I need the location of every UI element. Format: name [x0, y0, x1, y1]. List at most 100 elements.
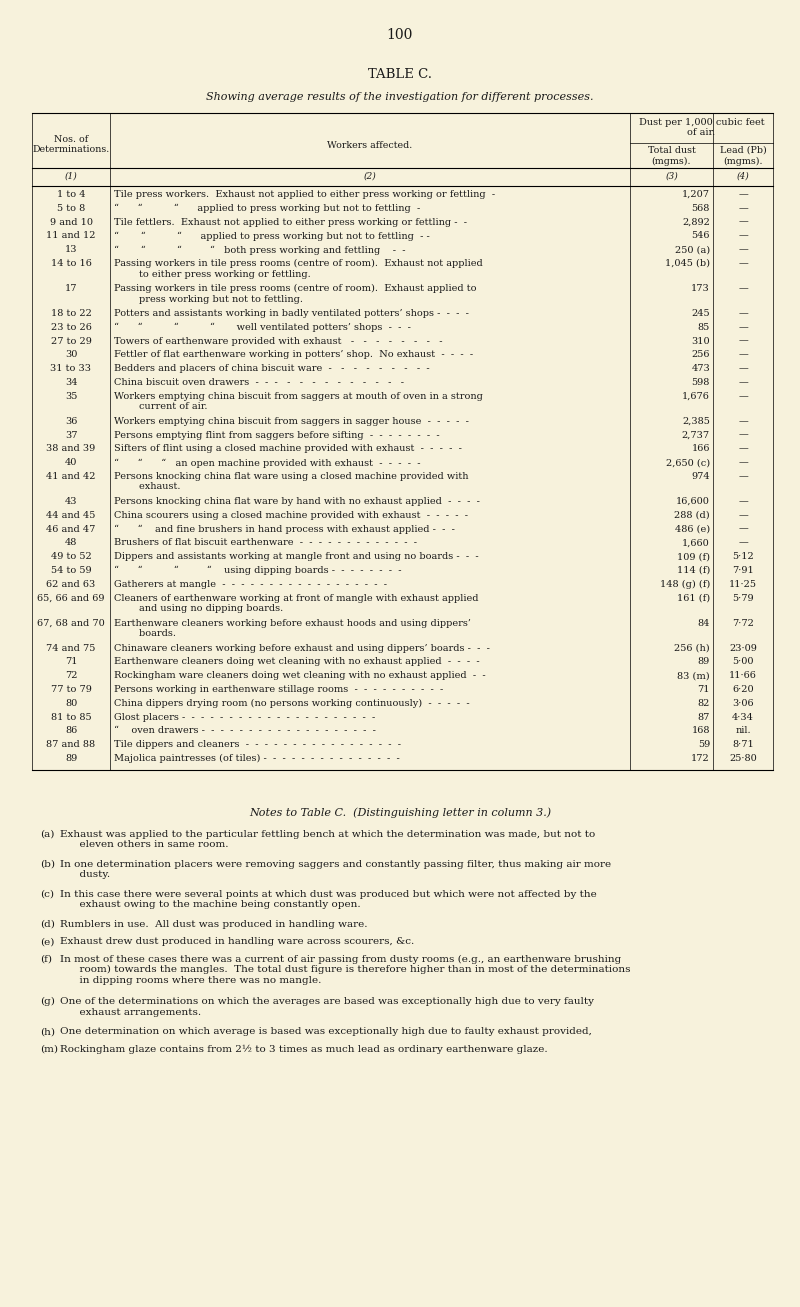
Text: In this case there were several points at which dust was produced but which were: In this case there were several points a… — [60, 890, 597, 910]
Text: Fettler of flat earthenware working in potters’ shop.  No exhaust  -  -  -  -: Fettler of flat earthenware working in p… — [114, 350, 473, 359]
Text: 37: 37 — [65, 430, 78, 439]
Text: One determination on which average is based was exceptionally high due to faulty: One determination on which average is ba… — [60, 1027, 592, 1036]
Text: 172: 172 — [691, 754, 710, 763]
Text: 568: 568 — [692, 204, 710, 213]
Text: 250 (a): 250 (a) — [675, 246, 710, 254]
Text: 65, 66 and 69: 65, 66 and 69 — [38, 593, 105, 603]
Text: “      “          “          “       well ventilated potters’ shops  -  -  -: “ “ “ “ well ventilated potters’ shops -… — [114, 323, 411, 332]
Text: Exhaust was applied to the particular fettling bench at which the determination : Exhaust was applied to the particular fe… — [60, 830, 595, 850]
Text: 1,207: 1,207 — [682, 190, 710, 199]
Text: Sifters of flint using a closed machine provided with exhaust  -  -  -  -  -: Sifters of flint using a closed machine … — [114, 444, 462, 454]
Text: 11 and 12: 11 and 12 — [46, 231, 96, 240]
Text: Notes to Table C.  (Distinguishing letter in column 3.): Notes to Table C. (Distinguishing letter… — [249, 808, 551, 818]
Text: 14 to 16: 14 to 16 — [50, 259, 91, 268]
Text: 31 to 33: 31 to 33 — [50, 365, 91, 374]
Text: (f): (f) — [40, 955, 52, 963]
Text: —: — — [738, 365, 748, 374]
Text: Total dust
(mgms).: Total dust (mgms). — [648, 146, 695, 166]
Text: 473: 473 — [691, 365, 710, 374]
Text: (g): (g) — [40, 997, 55, 1006]
Text: (h): (h) — [40, 1027, 55, 1036]
Text: 5 to 8: 5 to 8 — [57, 204, 85, 213]
Text: Workers emptying china biscuit from saggers in sagger house  -  -  -  -  -: Workers emptying china biscuit from sagg… — [114, 417, 469, 426]
Text: 3·06: 3·06 — [732, 699, 754, 708]
Text: —: — — [738, 444, 748, 454]
Text: 166: 166 — [691, 444, 710, 454]
Text: Nos. of
Determinations.: Nos. of Determinations. — [32, 135, 110, 154]
Text: 89: 89 — [698, 657, 710, 667]
Text: 5·79: 5·79 — [732, 593, 754, 603]
Text: China biscuit oven drawers  -  -  -   -   -   -   -   -   -   -   -   -   -: China biscuit oven drawers - - - - - - -… — [114, 378, 404, 387]
Text: In one determination placers were removing saggers and constantly passing filter: In one determination placers were removi… — [60, 860, 611, 880]
Text: 1,045 (b): 1,045 (b) — [665, 259, 710, 268]
Text: 23 to 26: 23 to 26 — [50, 323, 91, 332]
Text: 80: 80 — [65, 699, 77, 708]
Text: —: — — [738, 246, 748, 254]
Text: —: — — [738, 392, 748, 401]
Text: Towers of earthenware provided with exhaust   -   -   -   -   -   -   -   -: Towers of earthenware provided with exha… — [114, 337, 442, 345]
Text: “      “          “      applied to press working but not to fettling  -: “ “ “ applied to press working but not t… — [114, 204, 420, 213]
Text: —: — — [738, 231, 748, 240]
Text: Gatherers at mangle  -  -  -  -  -  -  -  -  -  -  -  -  -  -  -  -  -  -: Gatherers at mangle - - - - - - - - - - … — [114, 580, 387, 588]
Text: “    oven drawers -  -  -  -  -  -  -  -  -  -  -  -  -  -  -  -  -  -  -: “ oven drawers - - - - - - - - - - - - -… — [114, 727, 376, 736]
Text: (c): (c) — [40, 890, 54, 899]
Text: —: — — [738, 459, 748, 467]
Text: 87: 87 — [698, 712, 710, 721]
Text: —: — — [738, 472, 748, 481]
Text: 77 to 79: 77 to 79 — [50, 685, 91, 694]
Text: Majolica paintresses (of tiles) -  -  -  -  -  -  -  -  -  -  -  -  -  -  -: Majolica paintresses (of tiles) - - - - … — [114, 754, 400, 763]
Text: 1,660: 1,660 — [682, 538, 710, 548]
Text: China scourers using a closed machine provided with exhaust  -  -  -  -  -: China scourers using a closed machine pr… — [114, 511, 468, 520]
Text: Dippers and assistants working at mangle front and using no boards -  -  -: Dippers and assistants working at mangle… — [114, 552, 478, 561]
Text: Persons working in earthenware stillage rooms  -  -  -  -  -  -  -  -  -  -: Persons working in earthenware stillage … — [114, 685, 443, 694]
Text: Workers affected.: Workers affected. — [327, 141, 413, 150]
Text: 34: 34 — [65, 378, 78, 387]
Text: 54 to 59: 54 to 59 — [50, 566, 91, 575]
Text: China dippers drying room (no persons working continuously)  -  -  -  -  -: China dippers drying room (no persons wo… — [114, 699, 470, 708]
Text: 71: 71 — [698, 685, 710, 694]
Text: 30: 30 — [65, 350, 77, 359]
Text: Rumblers in use.  All dust was produced in handling ware.: Rumblers in use. All dust was produced i… — [60, 920, 367, 929]
Text: 288 (d): 288 (d) — [674, 511, 710, 520]
Text: 13: 13 — [65, 246, 78, 254]
Text: 114 (f): 114 (f) — [677, 566, 710, 575]
Text: (4): (4) — [737, 173, 750, 180]
Text: Chinaware cleaners working before exhaust and using dippers’ boards -  -  -: Chinaware cleaners working before exhaus… — [114, 643, 490, 652]
Text: Potters and assistants working in badly ventilated potters’ shops -  -  -  -: Potters and assistants working in badly … — [114, 308, 469, 318]
Text: —: — — [738, 190, 748, 199]
Text: —: — — [738, 284, 748, 293]
Text: Tile fettlers.  Exhaust not applied to either press working or fettling -  -: Tile fettlers. Exhaust not applied to ei… — [114, 217, 467, 226]
Text: 256 (h): 256 (h) — [674, 643, 710, 652]
Text: 27 to 29: 27 to 29 — [50, 337, 91, 345]
Text: 85: 85 — [698, 323, 710, 332]
Text: 2,650 (c): 2,650 (c) — [666, 459, 710, 467]
Text: 974: 974 — [691, 472, 710, 481]
Text: In most of these cases there was a current of air passing from dusty rooms (e.g.: In most of these cases there was a curre… — [60, 955, 630, 985]
Text: Dust per 1,000 cubic feet
of air.: Dust per 1,000 cubic feet of air. — [638, 118, 764, 137]
Text: Cleaners of earthenware working at front of mangle with exhaust applied
        : Cleaners of earthenware working at front… — [114, 593, 478, 613]
Text: (b): (b) — [40, 860, 55, 869]
Text: Persons emptying flint from saggers before sifting  -  -  -  -  -  -  -  -: Persons emptying flint from saggers befo… — [114, 430, 440, 439]
Text: 173: 173 — [691, 284, 710, 293]
Text: Lead (Pb)
(mgms).: Lead (Pb) (mgms). — [720, 146, 766, 166]
Text: 2,737: 2,737 — [682, 430, 710, 439]
Text: (2): (2) — [364, 173, 376, 180]
Text: 11·25: 11·25 — [729, 580, 757, 588]
Text: Rockingham glaze contains from 2½ to 3 times as much lead as ordinary earthenwar: Rockingham glaze contains from 2½ to 3 t… — [60, 1044, 548, 1055]
Text: 100: 100 — [387, 27, 413, 42]
Text: —: — — [738, 378, 748, 387]
Text: Tile dippers and cleaners  -  -  -  -  -  -  -  -  -  -  -  -  -  -  -  -  -: Tile dippers and cleaners - - - - - - - … — [114, 740, 401, 749]
Text: 89: 89 — [65, 754, 77, 763]
Text: 44 and 45: 44 and 45 — [46, 511, 96, 520]
Text: 310: 310 — [691, 337, 710, 345]
Text: (1): (1) — [65, 173, 78, 180]
Text: 40: 40 — [65, 459, 77, 467]
Text: Persons knocking china flat ware by hand with no exhaust applied  -  -  -  -: Persons knocking china flat ware by hand… — [114, 497, 480, 506]
Text: “      “    and fine brushers in hand process with exhaust applied -  -  -: “ “ and fine brushers in hand process wi… — [114, 524, 455, 535]
Text: 2,892: 2,892 — [682, 217, 710, 226]
Text: Persons knocking china flat ware using a closed machine provided with
        ex: Persons knocking china flat ware using a… — [114, 472, 469, 491]
Text: 148 (g) (f): 148 (g) (f) — [660, 580, 710, 589]
Text: 2,385: 2,385 — [682, 417, 710, 426]
Text: Passing workers in tile press rooms (centre of room).  Exhaust not applied
     : Passing workers in tile press rooms (cen… — [114, 259, 482, 278]
Text: 486 (e): 486 (e) — [675, 524, 710, 533]
